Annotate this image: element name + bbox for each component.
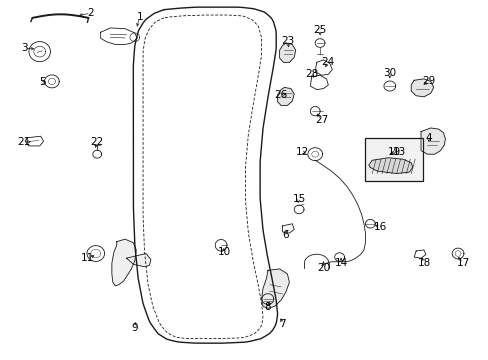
Text: 29: 29 [421, 76, 434, 86]
Text: 17: 17 [455, 258, 468, 268]
Text: 28: 28 [305, 69, 318, 79]
Text: 22: 22 [90, 138, 103, 147]
Text: 14: 14 [334, 258, 347, 268]
Polygon shape [261, 269, 289, 309]
Text: 9: 9 [131, 323, 138, 333]
Text: 12: 12 [295, 147, 308, 157]
Text: 4: 4 [425, 133, 431, 143]
Text: 6: 6 [282, 230, 289, 239]
Text: 15: 15 [292, 194, 305, 204]
Text: 3: 3 [21, 43, 27, 53]
Polygon shape [279, 43, 295, 62]
Text: 19: 19 [387, 147, 401, 157]
Text: 20: 20 [316, 263, 329, 273]
Text: 27: 27 [314, 115, 327, 125]
Polygon shape [277, 87, 294, 105]
Text: 11: 11 [81, 253, 94, 263]
Text: 2: 2 [87, 8, 94, 18]
Text: 8: 8 [264, 302, 271, 312]
Text: 7: 7 [279, 319, 285, 329]
Text: 21: 21 [18, 138, 31, 147]
Text: 13: 13 [392, 147, 406, 157]
Text: 5: 5 [39, 77, 45, 87]
Text: 23: 23 [280, 36, 293, 46]
Text: 24: 24 [321, 57, 334, 67]
Text: 10: 10 [217, 247, 230, 257]
Text: 1: 1 [136, 12, 142, 22]
Polygon shape [420, 128, 445, 154]
Polygon shape [126, 253, 151, 267]
Polygon shape [410, 79, 433, 97]
Text: 25: 25 [313, 25, 326, 35]
Bar [365, 138, 422, 181]
Text: 30: 30 [383, 68, 396, 78]
Text: 18: 18 [416, 258, 430, 268]
Text: 16: 16 [373, 222, 386, 232]
Text: 26: 26 [274, 90, 287, 100]
Polygon shape [368, 158, 412, 174]
Polygon shape [112, 239, 136, 286]
